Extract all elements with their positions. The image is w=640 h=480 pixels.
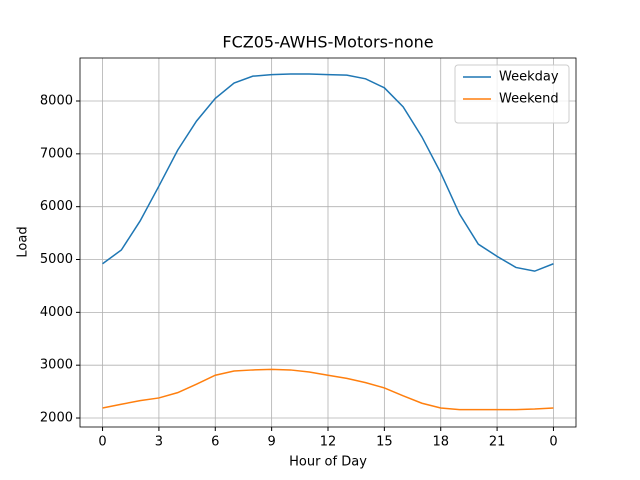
x-tick-label: 15 [376, 435, 393, 450]
y-tick-label: 2000 [40, 411, 73, 426]
y-axis-label: Load [16, 226, 31, 257]
y-tick-label: 3000 [40, 358, 73, 373]
x-tick-label: 0 [98, 435, 106, 450]
y-tick-label: 4000 [40, 305, 73, 320]
y-tick-label: 5000 [40, 252, 73, 267]
x-tick-label: 0 [549, 435, 557, 450]
legend-label: Weekend [499, 92, 559, 107]
x-tick-label: 18 [432, 435, 449, 450]
x-axis-label: Hour of Day [289, 455, 367, 470]
x-tick-label: 3 [155, 435, 163, 450]
x-tick-label: 6 [211, 435, 219, 450]
x-tick-label: 12 [320, 435, 337, 450]
y-tick-label: 7000 [40, 146, 73, 161]
chart-title: FCZ05-AWHS-Motors-none [222, 33, 433, 52]
plot-frame [79, 57, 577, 428]
legend-label: Weekday [499, 70, 559, 85]
line-series [102, 73, 554, 272]
y-tick-label: 8000 [40, 94, 73, 109]
x-tick-label: 9 [267, 435, 275, 450]
y-tick-label: 6000 [40, 199, 73, 214]
line-series [102, 368, 554, 411]
x-tick-label: 21 [489, 435, 506, 450]
legend: Weekday Weekend [454, 64, 570, 124]
legend-box [454, 64, 570, 124]
